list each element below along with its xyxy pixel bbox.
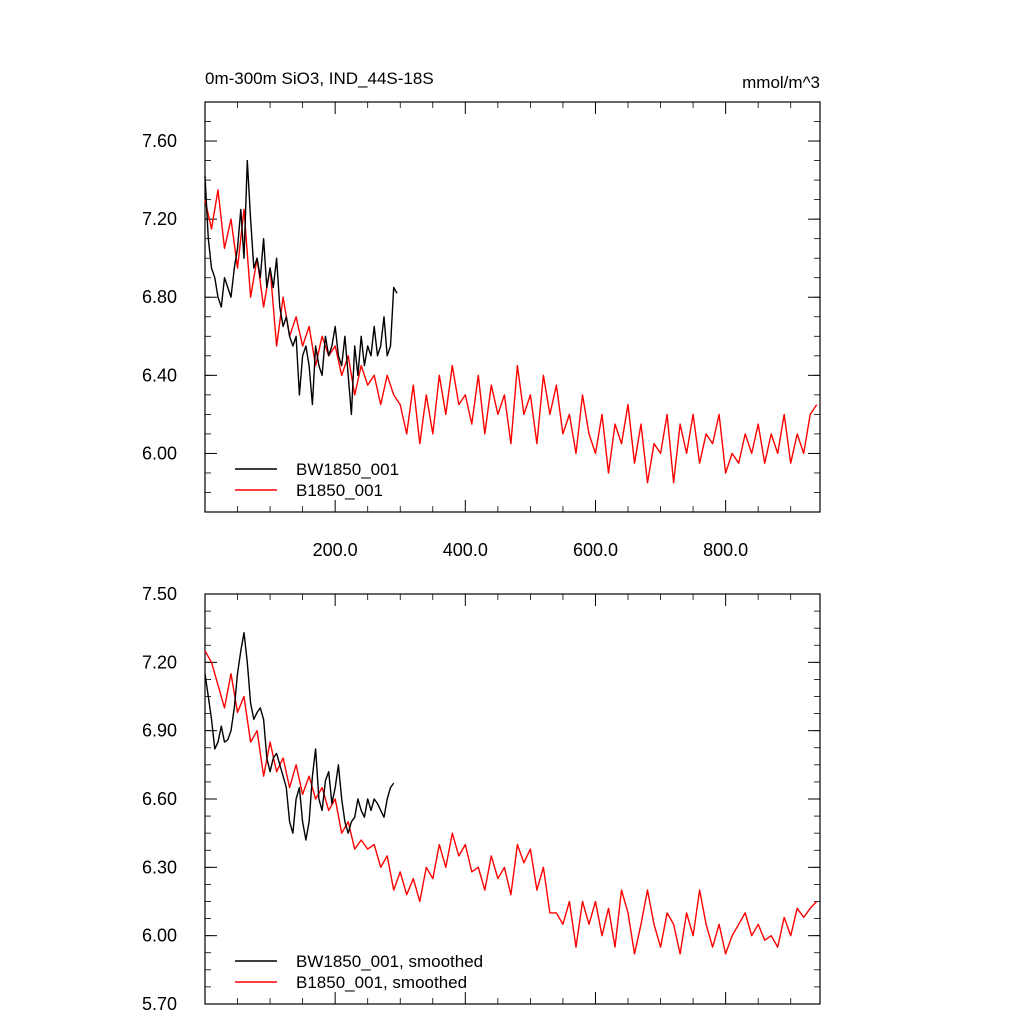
y-tick-label: 6.00 [142, 443, 177, 463]
legend-label: B1850_001, smoothed [296, 973, 467, 992]
x-tick-label: 600.0 [573, 540, 618, 560]
top-panel: 0m-300m SiO3, IND_44S-18S mmol/m^3 6.006… [142, 69, 821, 560]
x-tick-label: 400.0 [443, 540, 488, 560]
bottom-legend: BW1850_001, smoothed B1850_001, smoothed [235, 952, 483, 992]
y-tick-label: 6.00 [142, 926, 177, 946]
y-tick-label: 7.20 [142, 652, 177, 672]
series-line-black [204, 159, 398, 416]
bottom-axes: 5.70 6.00 6.30 6.60 6.90 7.20 7.50 [142, 584, 820, 1014]
y-tick-label: 5.70 [142, 994, 177, 1014]
series-line-black [204, 632, 395, 841]
units-label: mmol/m^3 [742, 73, 820, 92]
legend-label: BW1850_001 [296, 460, 399, 479]
bottom-plot-frame [204, 593, 821, 1005]
top-series [204, 159, 818, 484]
x-tick-label: 200.0 [313, 540, 358, 560]
series-line-red [204, 650, 818, 955]
bottom-panel: 5.70 6.00 6.30 6.60 6.90 7.20 7.50 BW1850_001,… [142, 584, 821, 1014]
y-tick-label: 6.90 [142, 721, 177, 741]
series-line-red [204, 189, 818, 484]
bottom-series [204, 632, 818, 955]
top-legend: BW1850_001 B1850_001 [235, 460, 399, 500]
y-tick-label: 6.60 [142, 789, 177, 809]
legend-label: BW1850_001, smoothed [296, 952, 483, 971]
y-tick-label: 7.20 [142, 209, 177, 229]
top-axes: 6.00 6.40 6.80 7.20 7.60 200.0 400.0 600.0 800.0 [142, 101, 820, 560]
y-tick-label: 6.80 [142, 287, 177, 307]
y-tick-label: 7.50 [142, 584, 177, 604]
top-plot-frame [204, 101, 821, 513]
chart-title: 0m-300m SiO3, IND_44S-18S [205, 69, 434, 88]
x-tick-label: 800.0 [703, 540, 748, 560]
y-tick-label: 6.30 [142, 857, 177, 877]
y-tick-label: 6.40 [142, 365, 177, 385]
y-tick-label: 7.60 [142, 131, 177, 151]
legend-label: B1850_001 [296, 481, 383, 500]
